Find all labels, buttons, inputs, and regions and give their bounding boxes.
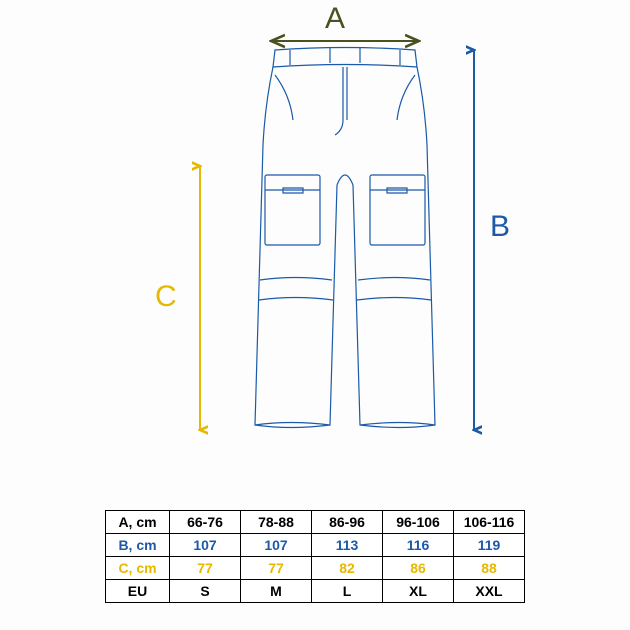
cell: 88 <box>454 557 525 580</box>
cell: 106-116 <box>454 511 525 534</box>
size-table: A, cm 66-76 78-88 86-96 96-106 106-116 B… <box>105 510 525 603</box>
dimension-arrow-c <box>192 160 208 436</box>
table-row: EU S M L XL XXL <box>106 580 525 603</box>
table-row: B, cm 107 107 113 116 119 <box>106 534 525 557</box>
dimension-label-c: C <box>155 280 177 314</box>
cell: 82 <box>312 557 383 580</box>
row-header-a: A, cm <box>106 511 170 534</box>
cell: 119 <box>454 534 525 557</box>
cell: 113 <box>312 534 383 557</box>
cell: XXL <box>454 580 525 603</box>
cell: 86 <box>383 557 454 580</box>
dimension-arrow-b <box>466 44 482 436</box>
cell: 107 <box>170 534 241 557</box>
cell: 66-76 <box>170 511 241 534</box>
pants-outline <box>235 45 455 435</box>
cell: 96-106 <box>383 511 454 534</box>
dimension-label-b: B <box>490 210 510 244</box>
cell: 116 <box>383 534 454 557</box>
table-row: C, cm 77 77 82 86 88 <box>106 557 525 580</box>
row-header-b: B, cm <box>106 534 170 557</box>
size-diagram: A B C <box>0 0 630 470</box>
cell: 77 <box>241 557 312 580</box>
row-header-c: C, cm <box>106 557 170 580</box>
cell: 77 <box>170 557 241 580</box>
row-header-eu: EU <box>106 580 170 603</box>
cell: XL <box>383 580 454 603</box>
cell: M <box>241 580 312 603</box>
cell: L <box>312 580 383 603</box>
table-row: A, cm 66-76 78-88 86-96 96-106 106-116 <box>106 511 525 534</box>
cell: 107 <box>241 534 312 557</box>
cell: S <box>170 580 241 603</box>
cell: 78-88 <box>241 511 312 534</box>
dimension-label-a: A <box>325 2 345 36</box>
cell: 86-96 <box>312 511 383 534</box>
